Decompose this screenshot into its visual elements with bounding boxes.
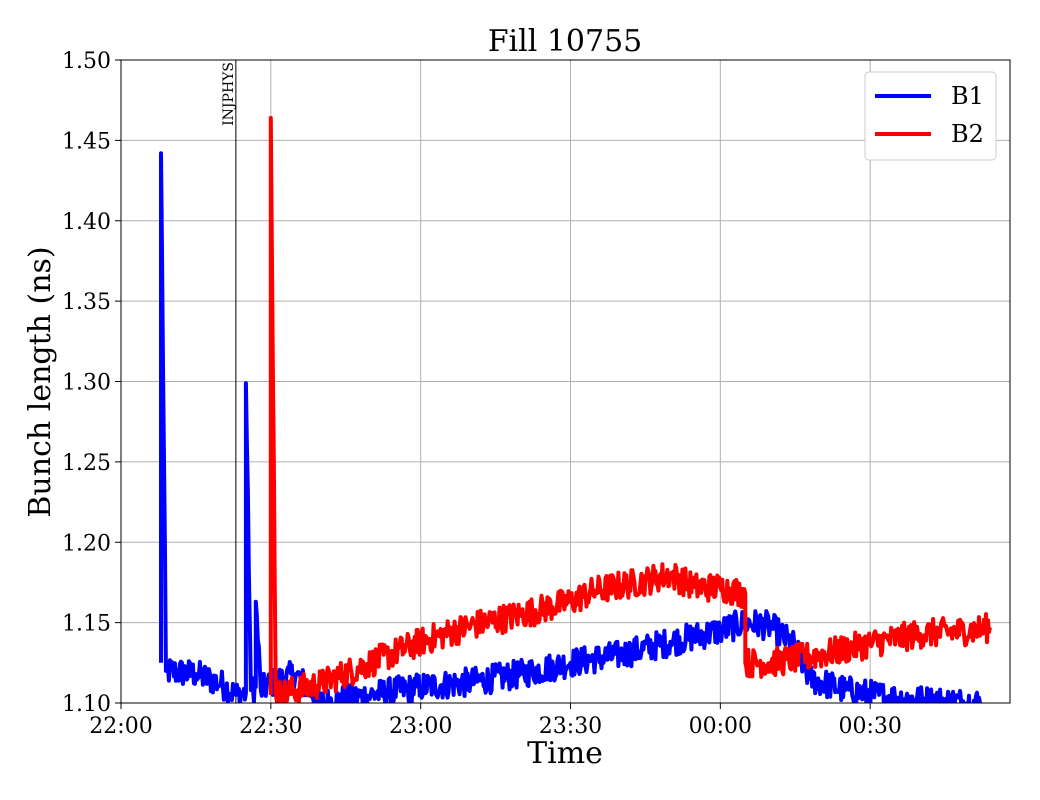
y-axis-label: Bunch length (ns): [23, 246, 58, 517]
y-tick-label: 1.30: [62, 371, 111, 396]
x-tick-label: 00:30: [838, 714, 901, 739]
data-series: [159, 115, 992, 703]
y-axis: 1.10 1.15 1.20 1.25 1.30 1.35 1.40 1.45 1.50: [62, 49, 121, 717]
y-tick-label: 1.10: [62, 692, 111, 717]
y-tick-label: 1.25: [62, 451, 111, 476]
series-line-b2: [268, 115, 992, 703]
annotations: INJPHYS: [221, 60, 237, 703]
chart-title: Fill 10755: [488, 24, 643, 59]
annotation-label: INJPHYS: [221, 62, 237, 126]
x-tick-label: 22:00: [89, 714, 152, 739]
series-line-b1: [159, 151, 982, 703]
y-tick-label: 1.35: [62, 290, 111, 315]
x-axis-label: Time: [527, 736, 603, 771]
y-tick-label: 1.20: [62, 531, 111, 556]
y-tick-label: 1.15: [62, 612, 111, 637]
y-tick-label: 1.40: [62, 210, 111, 235]
x-tick-label: 22:30: [239, 714, 302, 739]
x-tick-label: 23:00: [389, 714, 452, 739]
x-tick-label: 23:30: [539, 714, 602, 739]
legend-label-b1: B1: [951, 82, 984, 110]
y-tick-label: 1.45: [62, 129, 111, 154]
legend-label-b2: B2: [951, 120, 984, 148]
x-tick-label: 00:00: [689, 714, 752, 739]
y-tick-label: 1.50: [62, 49, 111, 74]
x-axis: 22:00 22:30 23:00 23:30 00:00 00:30: [89, 703, 902, 739]
